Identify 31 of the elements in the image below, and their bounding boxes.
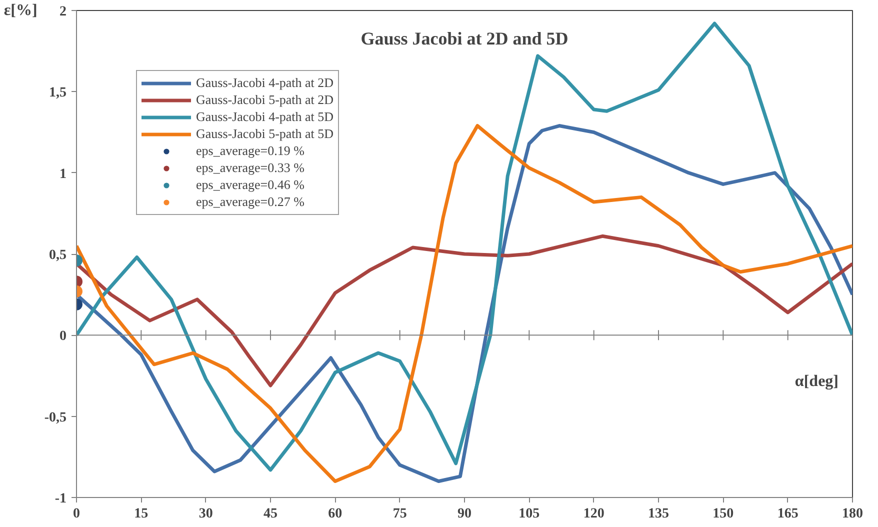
x-tick-label: 75 — [392, 506, 407, 522]
legend-label: eps_average=0.33 % — [196, 160, 304, 176]
x-tick-label: 135 — [648, 506, 669, 522]
x-tick-label: 90 — [458, 506, 472, 522]
x-tick-label: 120 — [583, 506, 604, 522]
y-tick-label: 2 — [60, 4, 66, 20]
x-tick-label: 60 — [328, 506, 342, 522]
legend-label: eps_average=0.19 % — [196, 143, 304, 159]
legend-label: Gauss-Jacobi 5-path at 5D — [196, 126, 334, 142]
x-tick-label: 180 — [842, 506, 863, 522]
legend-label: Gauss-Jacobi 4-path at 2D — [196, 75, 334, 91]
y-tick-label: 0 — [60, 329, 66, 344]
legend-label: eps_average=0.27 % — [196, 194, 304, 210]
legend-label: Gauss-Jacobi 5-path at 2D — [196, 92, 334, 108]
x-tick-label: 30 — [198, 506, 213, 522]
x-tick-label: 45 — [264, 506, 278, 522]
text: Gauss Jacobi at 2D and 5D — [360, 28, 568, 48]
x-tick-label: 15 — [134, 506, 148, 522]
x-tick-label: 105 — [518, 506, 540, 522]
x-tick-label: 165 — [777, 506, 798, 522]
y-tick-label: -0,5 — [44, 410, 67, 426]
y-tick-label: 0,5 — [49, 248, 66, 263]
legend-label: eps_average=0.46 % — [196, 177, 304, 193]
y-tick-label: -1 — [54, 492, 67, 506]
legend-label: Gauss-Jacobi 4-path at 5D — [196, 109, 334, 125]
x-axis-title: α[deg] — [794, 373, 839, 390]
x-tick-label: 0 — [73, 506, 80, 522]
x-tick-label: 150 — [712, 506, 734, 522]
y-tick-label: 1 — [60, 166, 66, 182]
y-axis-title: ε[%] — [4, 2, 38, 19]
y-tick-label: 1,5 — [49, 86, 66, 101]
